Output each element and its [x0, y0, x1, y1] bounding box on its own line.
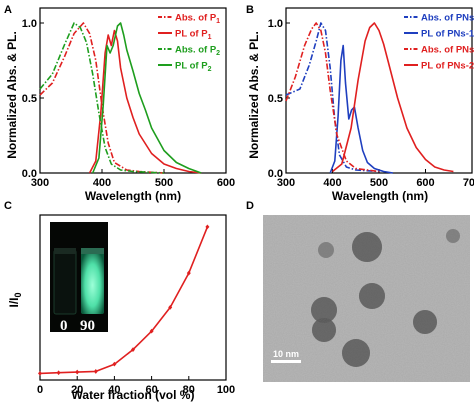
x-tick-label: 500 — [370, 177, 388, 189]
x-tick-label: 0 — [37, 384, 43, 396]
legend-label: PL of P2 — [175, 61, 212, 74]
data-point-marker — [186, 270, 191, 276]
nanoparticle-texture — [342, 339, 370, 367]
panel-b: B Normalized Abs. & PL. Wavelength (nm) … — [246, 4, 474, 203]
panel-label-a: A — [4, 4, 12, 16]
data-point-marker — [75, 369, 80, 375]
nanoparticle — [446, 229, 460, 243]
data-point-marker — [149, 328, 154, 334]
plot-frame-a — [39, 7, 227, 174]
x-tick-label: 300 — [277, 177, 295, 189]
data-point-marker — [205, 224, 210, 230]
nanoparticle-texture — [352, 232, 382, 262]
x-tick-label: 500 — [155, 177, 173, 189]
x-axis-title-c: Water fraction (vol %) — [72, 388, 195, 402]
panel-label-d: D — [246, 200, 254, 212]
series-lines-b — [285, 22, 454, 174]
nanoparticle-texture — [413, 310, 437, 334]
nanoparticle-texture — [359, 283, 385, 309]
y-axis-title-a: Normalized Abs. & PL. — [5, 31, 19, 159]
plot-frame-c — [39, 214, 227, 381]
scale-bar — [271, 360, 301, 363]
y-axis-title-c: I/I0 — [7, 292, 23, 307]
legend-label: Abs. of P1 — [175, 13, 220, 26]
legend-label: Abs. of PNs-1 — [421, 13, 474, 24]
series-line-c-0 — [39, 226, 209, 375]
legend-label: Abs. of P2 — [175, 45, 220, 58]
x-axis-title-b: Wavelength (nm) — [332, 189, 428, 203]
legend-b: Abs. of PNs-1 PL of PNs-1 Abs. of PNs-2 PL … — [404, 13, 474, 72]
y-tick-label: 1.0 — [22, 18, 37, 30]
data-point-marker — [38, 371, 42, 376]
x-tick-label: 400 — [93, 177, 111, 189]
x-tick-label: 600 — [217, 177, 235, 189]
legend-label: PL of PNs-1 — [421, 29, 474, 40]
ticks-b: 300 400 500 600 700 0.0 0.5 1.0 — [268, 18, 474, 189]
data-point-marker — [168, 305, 173, 310]
panel-d: D — [246, 200, 470, 382]
vial-right-cap — [81, 248, 104, 254]
x-tick-label: 400 — [323, 177, 341, 189]
x-tick-label: 60 — [145, 384, 157, 396]
scale-bar-label: 10 nm — [273, 349, 299, 359]
series-line-b-0 — [285, 22, 380, 173]
x-tick-label: 600 — [416, 177, 434, 189]
panel-a: A Normalized Abs. & PL. Wavelength (nm) … — [4, 4, 235, 203]
nanoparticle-texture — [311, 297, 337, 323]
y-tick-label: 0.0 — [268, 168, 283, 180]
y-axis-title-b: Normalized Abs. & PL. — [247, 31, 261, 159]
y-tick-label: 1.0 — [268, 18, 283, 30]
x-tick-label: 40 — [108, 384, 120, 396]
x-tick-label: 80 — [183, 384, 195, 396]
x-tick-label: 300 — [31, 177, 49, 189]
inset-label-0: 0 — [60, 318, 68, 334]
series-line-b-1 — [329, 44, 394, 174]
inset-photo: 0 90 — [50, 222, 108, 334]
data-point-marker — [56, 370, 61, 376]
data-point-marker — [112, 361, 117, 367]
y-axis-title-c-main: I/I — [7, 298, 21, 308]
legend-label: PL of P1 — [175, 29, 212, 42]
vial-right-glowing — [81, 250, 104, 314]
y-axis-title-c-sub: 0 — [13, 292, 23, 297]
y-tick-label: 0.0 — [22, 168, 37, 180]
x-tick-label: 20 — [71, 384, 83, 396]
series-line-a-1 — [88, 29, 202, 174]
series-lines-a — [39, 22, 202, 174]
data-point-marker — [131, 347, 135, 353]
legend-label: Abs. of PNs-2 — [421, 45, 474, 56]
nanoparticle-texture — [312, 318, 336, 342]
data-point-marker — [93, 369, 98, 374]
series-line-a-0 — [39, 22, 165, 174]
series-line-b-3 — [331, 22, 454, 173]
x-axis-title-a: Wavelength (nm) — [85, 189, 181, 203]
ticks-a: 300 400 500 600 0.0 0.5 1.0 — [22, 18, 235, 189]
y-tick-label: 0.5 — [22, 93, 37, 105]
nanoparticle — [318, 242, 334, 258]
tem-particles — [311, 229, 460, 367]
panel-label-c: C — [4, 200, 12, 212]
legend-label: PL of PNs-2 — [421, 61, 474, 72]
panel-c: C I/I0 Water fraction (vol %) 0 20 40 60 80 1… — [4, 200, 235, 402]
series-lines-c — [38, 224, 210, 376]
series-line-a-3 — [91, 22, 202, 174]
vial-left-cap — [54, 248, 76, 254]
x-tick-label: 100 — [217, 384, 235, 396]
vial-left — [53, 249, 77, 315]
legend-a: Abs. of P1 PL of P1 Abs. of P2 PL of P2 — [158, 13, 220, 74]
ticks-c: 0 20 40 60 80 100 — [37, 376, 235, 396]
panel-label-b: B — [246, 4, 254, 16]
series-line-a-2 — [39, 22, 165, 174]
y-tick-label: 0.5 — [268, 93, 283, 105]
inset-label-90: 90 — [80, 318, 95, 334]
x-tick-label: 700 — [463, 177, 474, 189]
series-line-b-2 — [285, 22, 380, 173]
